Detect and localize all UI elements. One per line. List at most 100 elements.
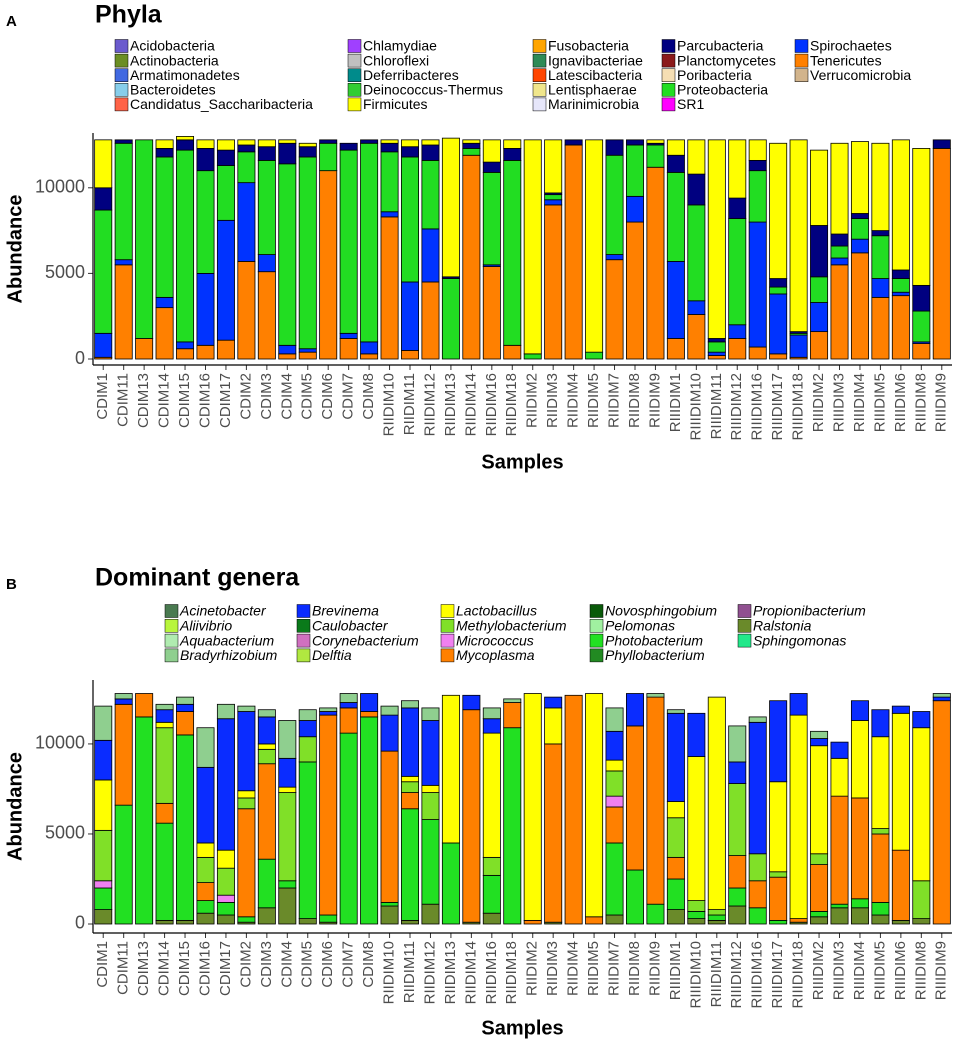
bar-segment [830, 903, 849, 909]
x-tick-label: RIIIDIM10 [687, 941, 704, 1009]
bar-segment [114, 804, 133, 925]
bar-segment [319, 707, 338, 712]
bar-segment [687, 918, 706, 925]
legend-label: Firmicutes [363, 96, 428, 112]
x-tick-label: CDIM13 [135, 373, 152, 428]
x-tick-label: CDIM16 [196, 373, 213, 428]
bar-segment [748, 853, 767, 882]
bar-segment [769, 142, 788, 279]
bar-segment [380, 750, 399, 903]
bar-segment [932, 700, 951, 925]
bar-segment [237, 797, 256, 810]
y-tick-label: 0 [75, 913, 85, 933]
bar-segment [810, 149, 829, 226]
x-tick-label: RIIDIM12 [421, 941, 438, 1004]
legend-swatch [661, 68, 676, 82]
bar-segment [196, 912, 215, 925]
bar-segment [237, 182, 256, 262]
legend-label: Lentisphaerae [548, 82, 637, 98]
x-tick-label: CDIM1 [94, 373, 111, 420]
bar-segment [155, 727, 174, 804]
bar-segment [319, 170, 338, 360]
bar-segment [216, 901, 235, 916]
bar-segment [401, 808, 420, 921]
bar-segment [666, 817, 685, 858]
x-tick-label: RIIDIM7 [606, 373, 623, 428]
bar-segment [135, 716, 154, 925]
bar-segment [687, 314, 706, 360]
x-tick-label: RIIIDIM4 [851, 941, 868, 1000]
bar-segment [891, 919, 910, 925]
bar-segment [339, 702, 358, 709]
bar-segment [482, 266, 501, 360]
bar-segment [544, 204, 563, 360]
bar-segment [728, 761, 747, 784]
legend-swatch [532, 39, 547, 53]
bar-segment [94, 909, 113, 925]
bar-segment [544, 199, 563, 206]
bar-segment [544, 707, 563, 745]
bar-segment [871, 235, 890, 279]
x-tick-label: CDIM14 [156, 941, 173, 996]
bar-segment [114, 142, 133, 261]
legend-label: Brevinema [312, 603, 379, 619]
bar-segment [748, 221, 767, 348]
legend-label: Latescibacteria [548, 67, 642, 83]
bar-segment [94, 887, 113, 910]
bar-segment [462, 148, 481, 156]
legend-label: SR1 [677, 96, 704, 112]
x-tick-label: RIIIDIM11 [708, 373, 725, 439]
legend-label: Propionibacterium [753, 603, 866, 619]
x-tick-label: RIIDIM18 [503, 373, 520, 436]
legend-swatch [794, 68, 809, 82]
bar-segment [810, 916, 829, 925]
x-tick-label: RIIDIM11 [401, 941, 418, 1003]
bar-segment [257, 146, 276, 161]
x-tick-label: RIIDIM14 [462, 941, 479, 1004]
legend-swatch [114, 68, 129, 82]
chart-title: Phyla [95, 1, 163, 29]
bar-segment [871, 142, 890, 231]
x-tick-label: RIIIDIM17 [769, 941, 786, 1009]
x-tick-label: RIIDIM8 [626, 373, 643, 428]
bar-segment [707, 351, 726, 356]
bar-segment [789, 693, 808, 716]
bar-segment [237, 151, 256, 184]
bar-segment [850, 700, 869, 721]
bar-segment [605, 806, 624, 844]
bar-segment [196, 766, 215, 844]
legend-swatch [737, 619, 752, 633]
bar-segment [850, 797, 869, 900]
bar-segment [707, 355, 726, 360]
bar-segment [830, 233, 849, 247]
x-tick-label: CDIM4 [278, 941, 295, 988]
bar-segment [94, 332, 113, 358]
bar-segment [155, 709, 174, 723]
bar-segment [176, 703, 195, 712]
legend-swatch [532, 68, 547, 82]
bar-segment [216, 849, 235, 869]
bar-segment [707, 914, 726, 921]
x-tick-label: CDIM5 [299, 941, 316, 988]
bar-segment [401, 781, 420, 793]
bar-segment [176, 348, 195, 360]
bar-segment [155, 139, 174, 149]
bar-segment [462, 142, 481, 149]
bar-segment [625, 869, 644, 925]
legend-swatch [296, 633, 311, 648]
x-tick-label: RIIDIM18 [503, 941, 520, 1004]
bar-segment [707, 338, 726, 343]
bar-segment [380, 714, 399, 752]
bar-segment [216, 718, 235, 851]
x-tick-label: RIIIDIM2 [810, 941, 827, 1000]
bar-segment [401, 156, 420, 283]
bar-segment [196, 344, 215, 360]
bar-segment [687, 139, 706, 175]
bar-segment [319, 139, 338, 144]
bar-segment [380, 901, 399, 907]
bar-segment [155, 296, 174, 309]
bar-segment [830, 757, 849, 797]
bar-segment [237, 808, 256, 918]
bar-segment [871, 278, 890, 298]
bar-segment [687, 712, 706, 757]
